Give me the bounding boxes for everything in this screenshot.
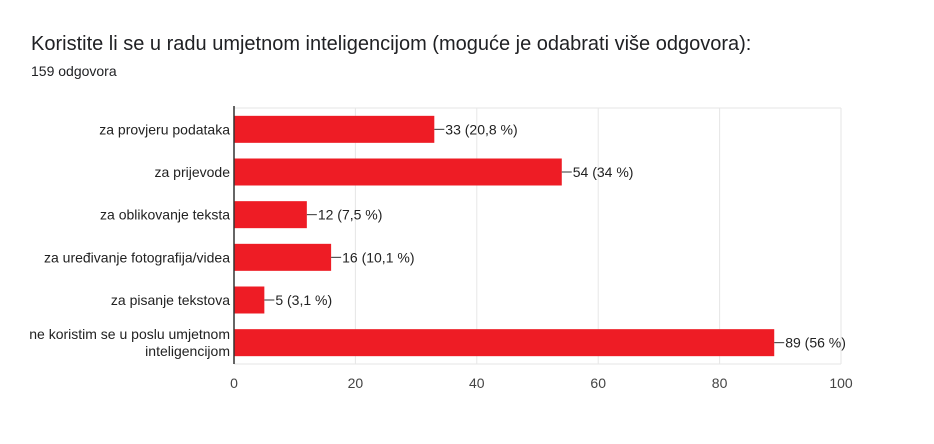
data-label: 54 (34 %)	[573, 164, 634, 180]
data-label: 33 (20,8 %)	[445, 121, 517, 137]
x-tick-label: 80	[712, 375, 728, 391]
bar	[234, 243, 332, 271]
category-label-line: inteligencijom	[145, 343, 230, 359]
category-label: za pisanje tekstova	[111, 292, 230, 308]
data-label: 12 (7,5 %)	[318, 207, 383, 223]
data-label: 16 (10,1 %)	[342, 249, 414, 265]
category-label: za prijevode	[155, 164, 231, 180]
x-tick-label: 40	[469, 375, 485, 391]
data-label: 89 (56 %)	[785, 335, 846, 351]
category-label-line: za oblikovanje teksta	[100, 207, 230, 223]
x-tick-label: 60	[590, 375, 606, 391]
bar	[234, 286, 265, 314]
category-label-line: za provjeru podataka	[99, 121, 230, 137]
x-tick-label: 0	[230, 375, 238, 391]
category-label-line: za prijevode	[155, 164, 231, 180]
response-count: 159 odgovora	[31, 63, 117, 79]
category-label-line: za pisanje tekstova	[111, 292, 230, 308]
category-label: za uređivanje fotografija/videa	[44, 249, 230, 265]
data-label: 5 (3,1 %)	[275, 292, 332, 308]
bar	[234, 115, 435, 143]
category-label-line: ne koristim se u poslu umjetnom	[29, 326, 230, 342]
category-label: za provjeru podataka	[99, 121, 230, 137]
bar	[234, 329, 775, 357]
bar	[234, 158, 562, 186]
x-tick-label: 20	[348, 375, 364, 391]
bar	[234, 201, 307, 229]
x-tick-label: 100	[829, 375, 853, 391]
category-label-line: za uređivanje fotografija/videa	[44, 249, 230, 265]
category-label: ne koristim se u poslu umjetnom inteligen…	[29, 326, 230, 359]
category-label: za oblikovanje teksta	[100, 207, 230, 223]
chart-title: Koristite li se u radu umjetnom intelige…	[31, 33, 752, 55]
